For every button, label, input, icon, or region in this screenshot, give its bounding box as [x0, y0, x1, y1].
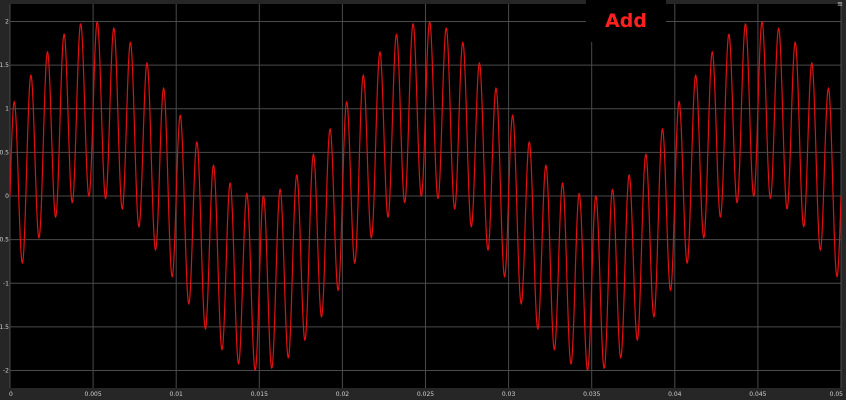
x-tick-label: 0.035 — [583, 391, 600, 398]
y-tick-label: -1 — [3, 280, 9, 287]
y-tick-label: 1 — [5, 106, 9, 113]
block-label: Add — [605, 10, 647, 32]
x-tick-label: 0 — [9, 391, 13, 398]
y-tick-label: 0.5 — [0, 149, 9, 156]
x-tick-label: 0.02 — [336, 391, 350, 398]
x-tick-label: 0.01 — [170, 391, 184, 398]
x-tick-label: 0.045 — [749, 391, 766, 398]
x-tick-label: 0.03 — [502, 391, 516, 398]
signal-trace — [9, 21, 842, 371]
block-label-box: Add — [586, 0, 666, 42]
x-tick-label: 0.005 — [85, 391, 102, 398]
window-corner-mark: ≡ — [837, 0, 843, 8]
y-tick-label: 1.5 — [0, 62, 9, 69]
y-tick-label: -0.5 — [0, 237, 9, 244]
y-tick-label: -1.5 — [0, 324, 9, 331]
y-tick-label: 2 — [5, 18, 9, 25]
y-tick-label: 0 — [5, 193, 9, 200]
x-tick-label: 0.025 — [417, 391, 434, 398]
x-tick-label: 0.05 — [830, 391, 844, 398]
x-tick-label: 0.04 — [668, 391, 682, 398]
x-tick-label: 0.015 — [251, 391, 268, 398]
y-tick-label: -2 — [3, 368, 9, 375]
